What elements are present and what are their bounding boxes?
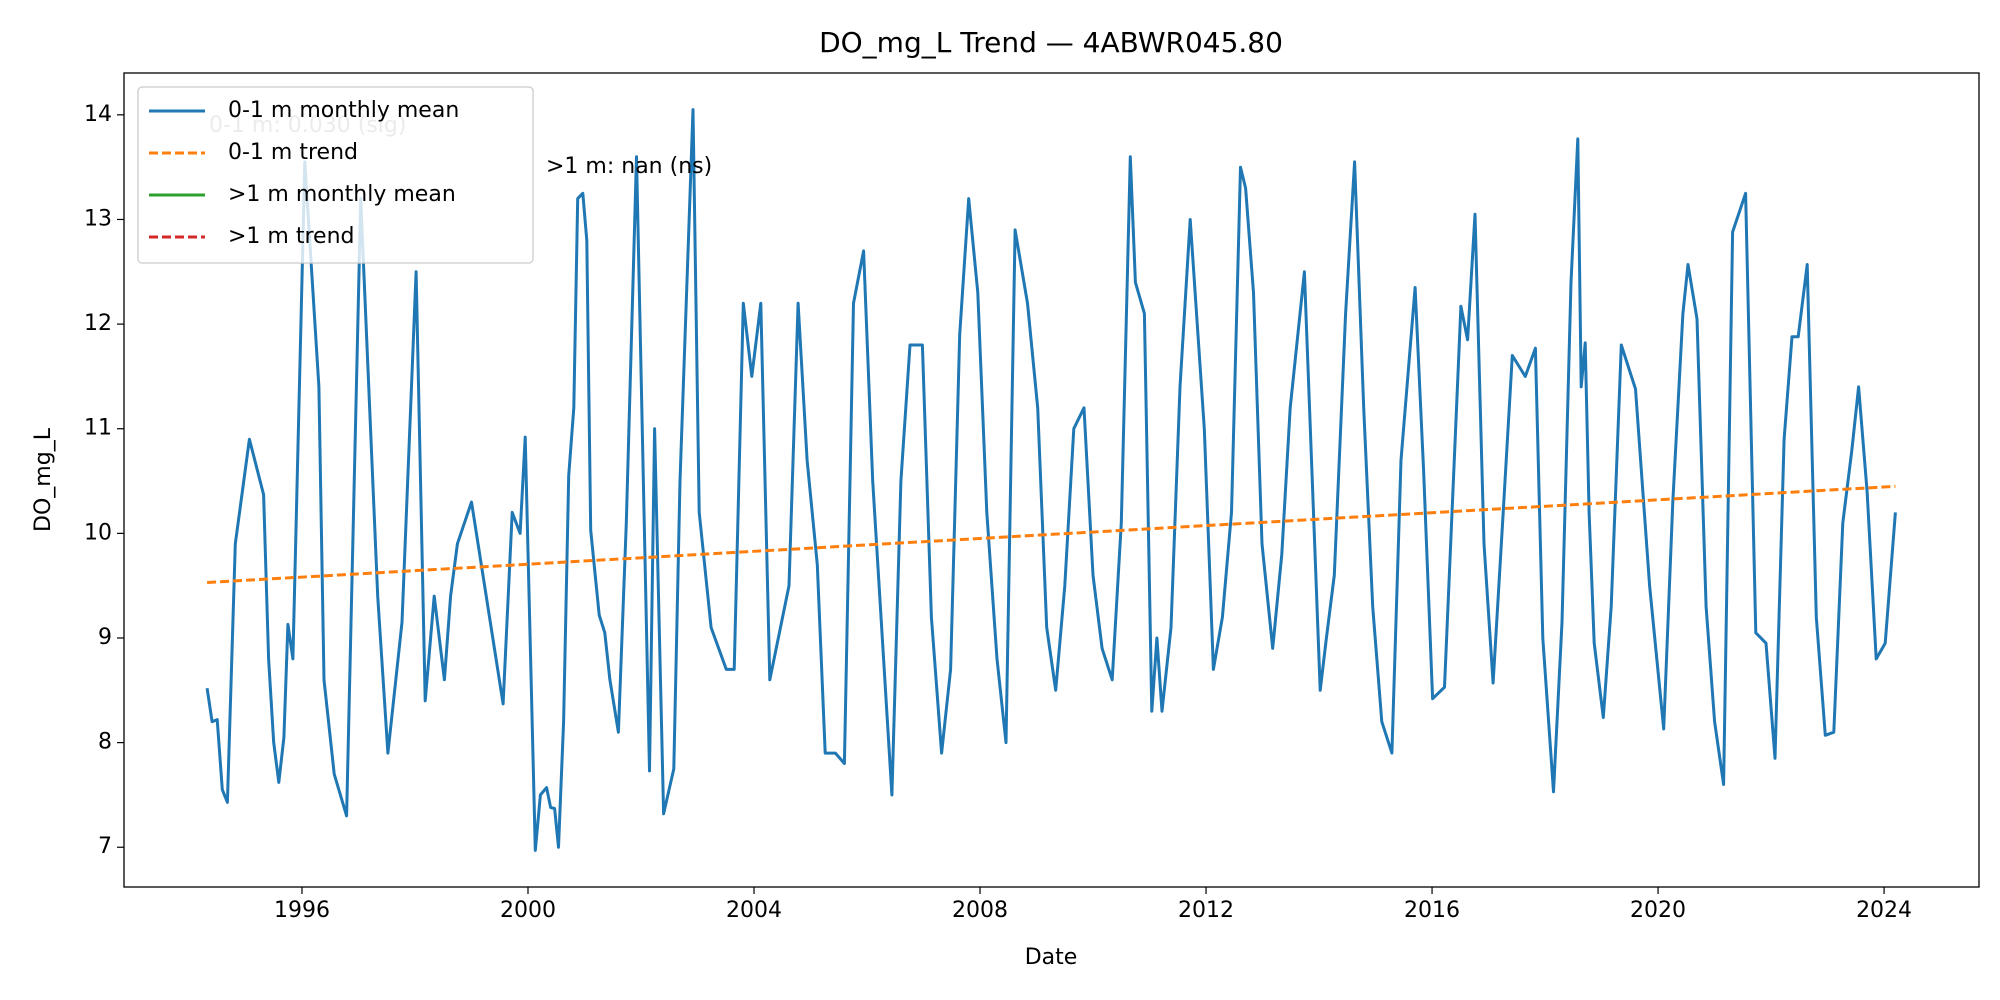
- legend-label: 0-1 m monthly mean: [228, 98, 459, 123]
- y-tick-label: 10: [84, 520, 112, 545]
- x-tick-label: 2020: [1630, 898, 1686, 923]
- x-axis-label: Date: [1025, 945, 1078, 970]
- y-tick-label: 9: [98, 625, 112, 650]
- x-tick-label: 2024: [1856, 898, 1912, 923]
- x-tick-label: 2008: [952, 898, 1008, 923]
- x-tick-label: 2004: [726, 898, 782, 923]
- legend-label: 0-1 m trend: [228, 140, 358, 165]
- series-line: [207, 484, 1896, 584]
- y-tick-label: 8: [98, 730, 112, 755]
- y-tick-label: 13: [84, 206, 112, 231]
- y-tick-label: 11: [84, 416, 112, 441]
- legend-label: >1 m trend: [228, 224, 354, 249]
- x-tick-label: 2000: [500, 898, 556, 923]
- legend-label: >1 m monthly mean: [228, 182, 456, 207]
- annotation: >1 m: nan (ns): [546, 154, 712, 179]
- series-line: [205, 108, 1897, 852]
- chart-title: DO_mg_L Trend — 4ABWR045.80: [819, 26, 1283, 59]
- x-tick-label: 2012: [1178, 898, 1234, 923]
- y-tick-label: 12: [84, 311, 112, 336]
- plot-frame: [123, 72, 1980, 888]
- x-tick-label: 2016: [1404, 898, 1460, 923]
- x-tick-label: 1996: [274, 898, 330, 923]
- legend-box: [137, 86, 534, 264]
- y-tick-label: 14: [84, 102, 112, 127]
- y-tick-label: 7: [98, 834, 112, 859]
- y-axis-label: DO_mg_L: [31, 427, 56, 532]
